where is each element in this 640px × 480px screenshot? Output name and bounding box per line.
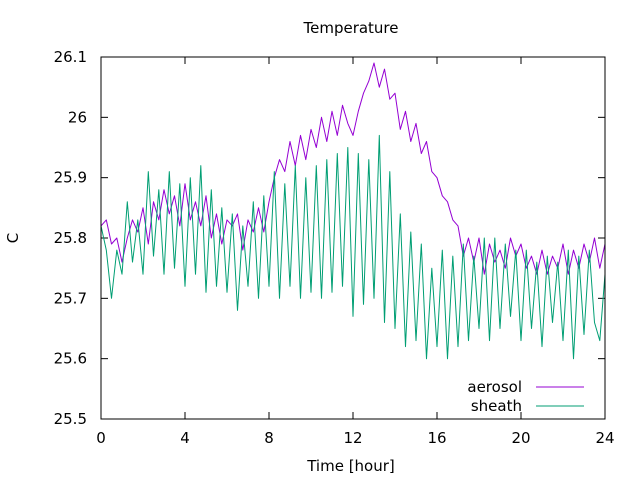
chart-title: Temperature [302, 19, 398, 37]
y-tick-label: 26 [68, 108, 87, 126]
x-axis-label: Time [hour] [306, 457, 395, 475]
plot-frame [100, 56, 606, 420]
y-tick-label: 25.5 [54, 410, 87, 428]
x-tick-label: 20 [511, 429, 530, 447]
plot-lines [100, 62, 606, 360]
x-tick-label: 4 [180, 429, 190, 447]
x-tick-label: 24 [595, 429, 614, 447]
y-tick-label: 25.8 [54, 229, 87, 247]
y-tick-label: 25.7 [54, 289, 87, 307]
x-tick-label: 0 [96, 429, 106, 447]
legend-label-sheath: sheath [471, 397, 522, 415]
x-tick-label: 12 [343, 429, 362, 447]
y-tick-label: 25.9 [54, 169, 87, 187]
x-tick-label: 8 [264, 429, 274, 447]
series-line-sheath [100, 134, 606, 360]
series-line-aerosol [100, 62, 606, 275]
y-tick-label: 26.1 [54, 48, 87, 66]
legend-label-aerosol: aerosol [467, 378, 522, 396]
x-tick-label: 16 [427, 429, 446, 447]
y-axis-label: C [4, 233, 22, 243]
y-tick-label: 25.6 [54, 350, 87, 368]
